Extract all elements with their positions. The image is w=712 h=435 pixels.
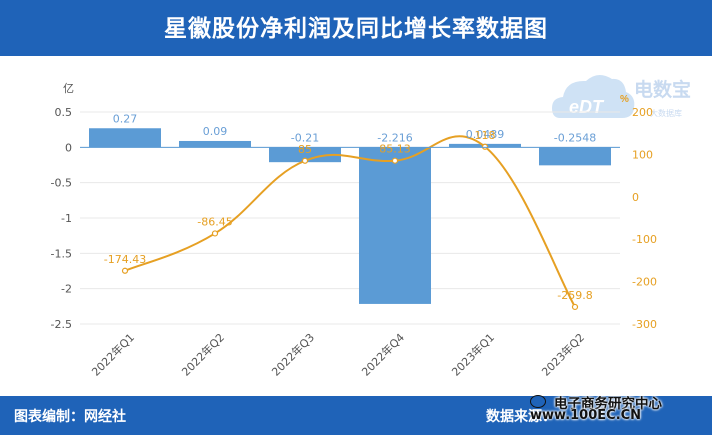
x-tick-label: 2022年Q4 [359, 330, 408, 379]
y-tick-label: -2 [61, 283, 72, 296]
line-point [211, 230, 219, 237]
y2-tick-label: -200 [632, 276, 657, 289]
axes: 0.5 0 -0.5 -1 -1.5 -2 -2.5 亿 200 100 0 -100 -200 -300… [51, 82, 657, 379]
y2-tick-label: 0 [632, 191, 639, 204]
line-point [301, 157, 309, 164]
line-series [121, 135, 579, 311]
line-point [391, 157, 399, 164]
bar-value-label: 0.09 [203, 125, 228, 138]
bar [269, 147, 341, 163]
logo-sign: % [620, 94, 629, 105]
bar [179, 140, 251, 148]
x-tick-label: 2023年Q2 [539, 330, 588, 379]
bar-series [89, 128, 611, 304]
bar [539, 147, 611, 166]
line-value-label: 85.13 [379, 143, 411, 156]
line-value-label: -259.8 [557, 289, 592, 302]
title-banner: 星徽股份净利润及同比增长率数据图 [0, 0, 712, 56]
y2-tick-label: -100 [632, 233, 657, 246]
cloud-icon [552, 74, 635, 118]
bar [359, 147, 431, 304]
bar-value-label: -0.21 [291, 131, 319, 144]
watermark-url: www.100EC.CN [530, 408, 642, 423]
x-tick-label: 2022年Q3 [269, 330, 318, 379]
line-value-label: -86.45 [197, 215, 232, 228]
data-labels: 0.27 0.09 -0.21 -2.216 0.0489 -0.2548 -174.43 -… [104, 112, 596, 302]
bar-value-label: 0.27 [113, 112, 138, 125]
logo-subtext: 大数据库 [650, 108, 682, 118]
footer-bar: 图表编制：网经社 数据来源： [0, 396, 712, 435]
bar [89, 128, 161, 148]
footer-source: 数据来源： [486, 409, 556, 425]
line-value-label: 118 [475, 129, 496, 142]
x-tick-label: 2022年Q2 [179, 330, 228, 379]
y-tick-label: -0.5 [51, 177, 72, 190]
logo-text: 电数宝 [634, 78, 691, 101]
bar-value-label: 0.0489 [466, 128, 505, 141]
line-value-label: -174.43 [104, 253, 146, 266]
line-point [121, 267, 129, 274]
y-tick-label: -2.5 [51, 318, 72, 331]
chart-area: eDT % 电数宝 大数据库 0.5 0 -0.5 -1 -1.5 -2 -2.5 亿 200 1… [0, 56, 712, 396]
wechat-icon [530, 395, 546, 408]
y2-tick-label: 200 [632, 106, 653, 119]
x-tick-label: 2023年Q1 [449, 330, 498, 379]
y-tick-label: 0 [65, 141, 72, 154]
y-tick-label: -1.5 [51, 247, 72, 260]
growth-line [124, 135, 576, 308]
bar-value-label: -2.216 [377, 131, 412, 144]
edt-logo: eDT % 电数宝 大数据库 [552, 74, 691, 118]
logo-badge: eDT [569, 97, 605, 117]
y-axis-label: 亿 [63, 82, 74, 95]
line-point [571, 303, 579, 311]
y2-tick-label: 100 [632, 148, 653, 161]
y2-tick-label: -300 [632, 318, 657, 331]
watermark-name: 电子商务研究中心 [554, 396, 662, 412]
line-point [481, 143, 489, 150]
bar-value-label: -0.2548 [554, 131, 596, 144]
x-tick-label: 2022年Q1 [89, 330, 138, 379]
footer-editor: 图表编制：网经社 [14, 409, 126, 425]
chart-svg: eDT % 电数宝 大数据库 0.5 0 -0.5 -1 -1.5 -2 -2.5 亿 200 1… [51, 74, 691, 379]
chart-title: 星徽股份净利润及同比增长率数据图 [164, 16, 548, 42]
y-tick-label: 0.5 [55, 106, 73, 119]
grid-lines [80, 111, 620, 325]
line-value-label: 85 [298, 143, 312, 156]
y-tick-label: -1 [61, 212, 72, 225]
